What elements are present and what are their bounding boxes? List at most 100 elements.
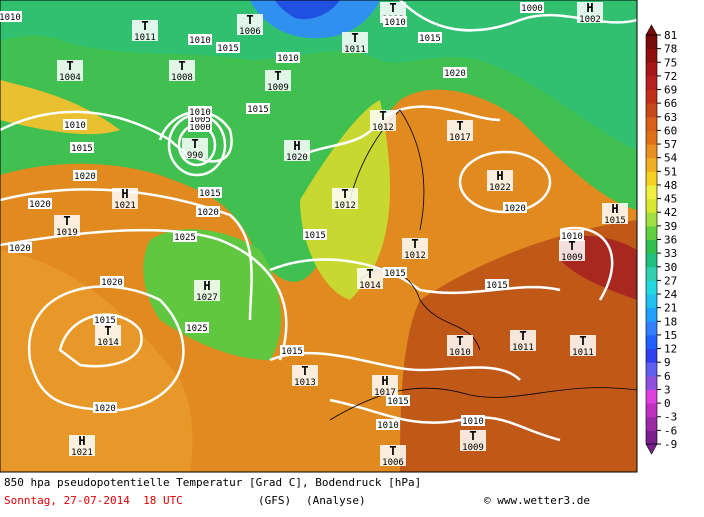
isobar-label-box — [418, 32, 442, 43]
isobar-label-box — [188, 121, 212, 132]
colorbar-tick-label: 24 — [664, 288, 678, 301]
isobar-label: 1015 — [486, 281, 508, 291]
center-value: 1011 — [134, 33, 156, 43]
center-kind: T — [568, 239, 575, 253]
colorbar-tick-label: -9 — [664, 438, 677, 451]
colorbar-segment — [646, 348, 657, 363]
center-value: 1015 — [604, 216, 626, 226]
footer-date: Sonntag, 27-07-2014 18 UTC — [4, 494, 183, 507]
colorbar-segment — [646, 48, 657, 63]
isobar-label-box — [216, 42, 240, 53]
colorbar-tick-label: 51 — [664, 165, 677, 178]
isobar-label-box — [173, 231, 197, 242]
colorbar-tick-label: 39 — [664, 220, 677, 233]
isobar-label: 1010 — [0, 13, 21, 23]
center-value: 1021 — [71, 448, 93, 458]
isobar-label: 1010 — [384, 18, 406, 28]
colorbar-segment — [646, 89, 657, 104]
center-kind: T — [456, 334, 463, 348]
center-box — [380, 445, 406, 466]
center-box — [559, 240, 585, 261]
colorbar-segment — [646, 198, 657, 213]
center-box — [112, 188, 138, 209]
colorbar-tick-label: 78 — [664, 43, 677, 56]
isobar-label-box — [386, 395, 410, 406]
center-box — [342, 32, 368, 53]
colorbar-segment — [646, 430, 657, 445]
center-box — [447, 335, 473, 356]
isobar-label-box — [185, 322, 209, 333]
isobar-label: 1015 — [387, 397, 409, 407]
center-value: 1006 — [239, 27, 261, 37]
isobar-label: 1010 — [189, 36, 211, 46]
colorbar-tick-label: 0 — [664, 397, 671, 410]
center-value: 1017 — [374, 388, 396, 398]
isobar-label: 1010 — [561, 232, 583, 242]
isobar-label: 1015 — [94, 316, 116, 326]
colorbar-tick-label: 21 — [664, 302, 677, 315]
colorbar-segment — [646, 116, 657, 131]
center-box — [570, 335, 596, 356]
isobar-label: 1005 — [189, 115, 211, 125]
center-kind: H — [381, 374, 388, 388]
isobar-label-box — [188, 106, 212, 117]
isobar-label-box — [485, 279, 509, 290]
isobar-label-box — [280, 345, 304, 356]
isobar-label-box — [520, 2, 544, 13]
center-box — [460, 430, 486, 451]
colorbar-tick-label: 27 — [664, 274, 677, 287]
center-value: 1022 — [489, 183, 511, 193]
isobar-label: 1020 — [197, 208, 219, 218]
colorbar-tick-label: 18 — [664, 315, 677, 328]
colorbar-segment — [646, 403, 657, 418]
colorbar-segment — [646, 294, 657, 309]
colorbar: -9-6-30369121518212427303336394245485154… — [645, 24, 678, 455]
colorbar-tick-label: 15 — [664, 329, 677, 342]
colorbar-tick-label: 9 — [664, 356, 671, 369]
isobar-label-box — [383, 267, 407, 278]
center-value: 1017 — [449, 133, 471, 143]
colorbar-tick-label: 66 — [664, 97, 677, 110]
map-labels: T1011T1006T1008T1011H1002T1004T1008T1009… — [0, 1, 628, 468]
center-value: 1002 — [579, 15, 601, 25]
colorbar-segment — [646, 184, 657, 200]
footer-title: 850 hpa pseudopotentielle Temperatur [Gr… — [4, 476, 421, 489]
isobar-label-box — [376, 419, 400, 430]
isobar-label: 1010 — [377, 421, 399, 431]
center-value: 1011 — [572, 348, 594, 358]
center-box — [265, 70, 291, 91]
isobar-label: 1015 — [71, 144, 93, 154]
center-value: 1013 — [294, 378, 316, 388]
isobar-label-box — [503, 202, 527, 213]
colorbar-segment — [646, 375, 657, 390]
colorbar-segment — [646, 253, 657, 268]
center-kind: T — [389, 1, 396, 15]
center-kind: T — [301, 364, 308, 378]
isobar-label-box — [188, 34, 212, 45]
center-kind: T — [519, 329, 526, 343]
center-kind: H — [496, 169, 503, 183]
isobar-label: 1010 — [64, 121, 86, 131]
isobar-label: 1015 — [247, 105, 269, 115]
isobar-label-box — [246, 103, 270, 114]
center-value: 1004 — [59, 73, 81, 83]
colorbar-tick-label: 54 — [664, 152, 678, 165]
center-box — [54, 215, 80, 236]
colorbar-segment — [646, 239, 657, 254]
colorbar-tick-label: 63 — [664, 111, 677, 124]
isobar-label: 1010 — [462, 417, 484, 427]
center-kind: T — [63, 214, 70, 228]
center-box — [402, 238, 428, 259]
colorbar-tick-label: 72 — [664, 70, 677, 83]
isobar-label: 1015 — [217, 44, 239, 54]
isobar-label: 1015 — [304, 231, 326, 241]
colorbar-tick-label: -6 — [664, 424, 677, 437]
center-kind: T — [389, 444, 396, 458]
center-box — [284, 140, 310, 161]
center-value: 1014 — [359, 281, 381, 291]
colorbar-segment — [646, 266, 657, 281]
center-box — [447, 120, 473, 141]
center-value: 1008 — [171, 73, 193, 83]
isobar-label: 1020 — [74, 172, 96, 182]
